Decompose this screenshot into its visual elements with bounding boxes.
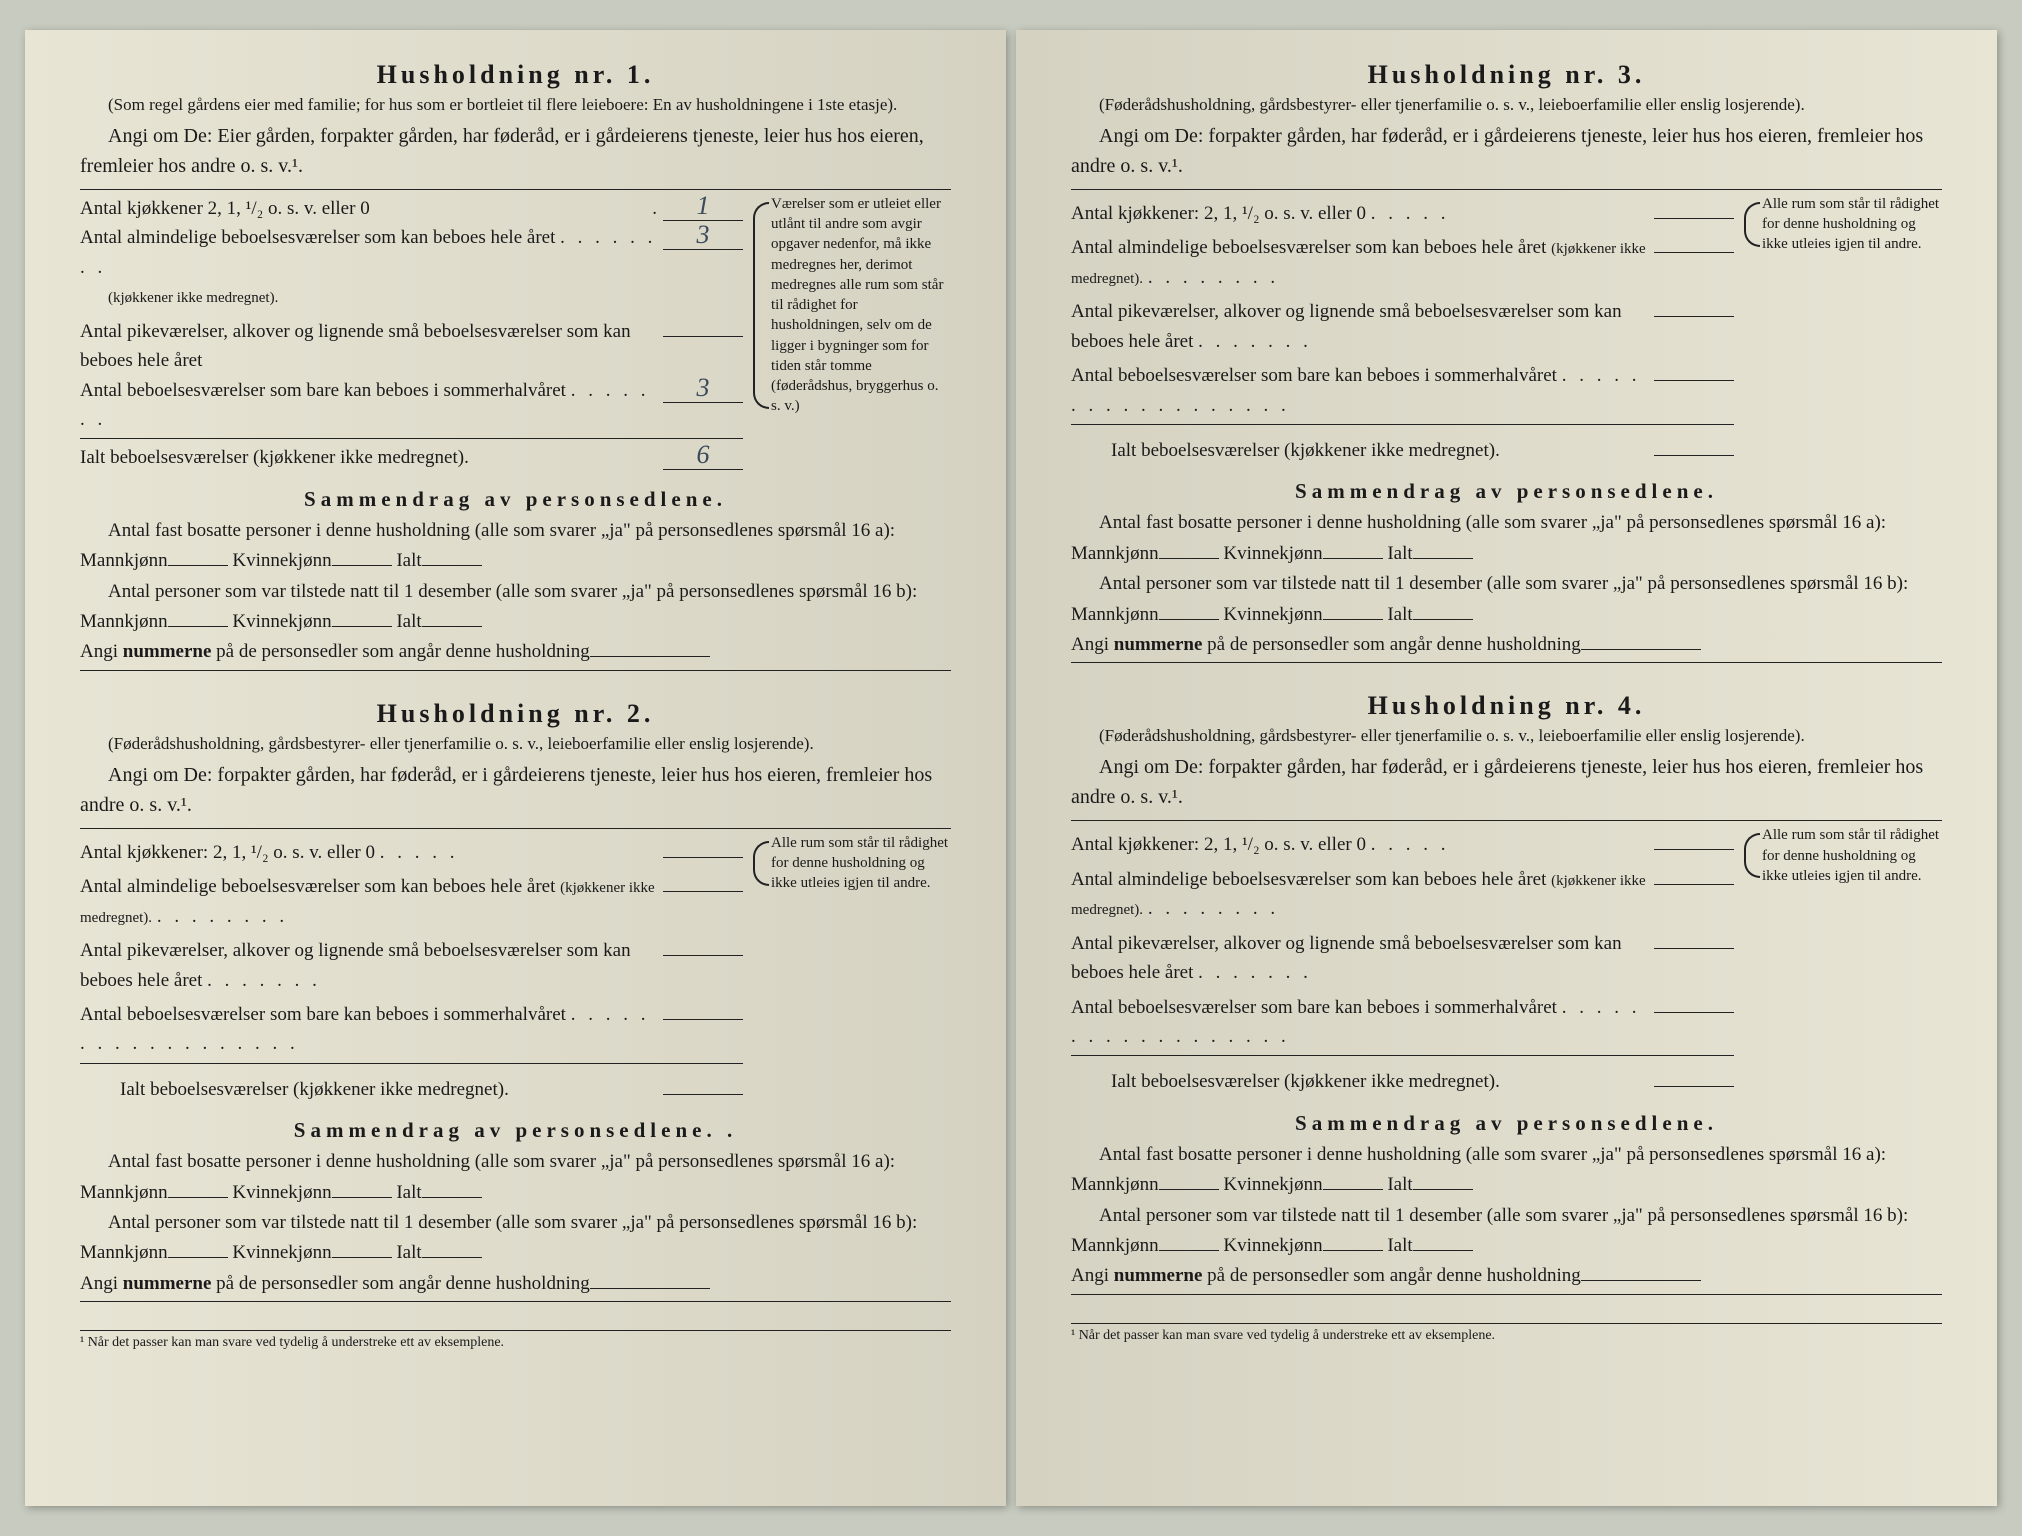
hh1-q1: Antal kjøkkener 2, 1, ¹/₂ o. s. v. eller… <box>80 194 652 223</box>
hh1-q3: Antal pikeværelser, alkover og lignende … <box>80 317 663 376</box>
household-1: Husholdning nr. 1. (Som regel gårdens ei… <box>80 60 951 671</box>
hh2-summary: Antal fast bosatte personer i denne hush… <box>80 1147 951 1302</box>
hh3-q5: Ialt beboelsesværelser (kjøkkener ikke m… <box>1111 436 1654 465</box>
hh3-title: Husholdning nr. 3. <box>1071 60 1942 90</box>
household-2: Husholdning nr. 2. (Føderådshusholdning,… <box>80 699 951 1302</box>
hh1-side-note: Værelser som er utleiet eller utlånt til… <box>753 194 951 417</box>
household-3: Husholdning nr. 3. (Føderådshusholdning,… <box>1071 60 1942 663</box>
hh1-title: Husholdning nr. 1. <box>80 60 951 90</box>
hh4-summary: Antal fast bosatte personer i denne hush… <box>1071 1140 1942 1295</box>
hh3-side-note: Alle rum som står til rådighet for denne… <box>1744 194 1942 255</box>
hh2-summary-title: Sammendrag av personsedlene. . <box>80 1118 951 1143</box>
hh4-angi-num: Angi nummerne på de personsedler som ang… <box>1071 1265 1581 1286</box>
hh2-q4: Antal beboelsesværelser som bare kan beb… <box>80 1000 663 1059</box>
hh4-title: Husholdning nr. 4. <box>1071 691 1942 721</box>
hh3-questions-block: Antal kjøkkener: 2, 1, ¹/₂ o. s. v. elle… <box>1071 194 1942 466</box>
hh1-q2-value: 3 <box>663 225 743 250</box>
hh2-q2: Antal almindelige beboelsesværelser som … <box>80 872 663 931</box>
left-page: Husholdning nr. 1. (Som regel gårdens ei… <box>25 30 1006 1506</box>
right-page: Husholdning nr. 3. (Føderådshusholdning,… <box>1016 30 1997 1506</box>
hh3-summary-title: Sammendrag av personsedlene. <box>1071 479 1942 504</box>
hh2-q5: Ialt beboelsesværelser (kjøkkener ikke m… <box>120 1075 663 1104</box>
hh4-q4: Antal beboelsesværelser som bare kan beb… <box>1071 993 1654 1052</box>
page-spread: Husholdning nr. 1. (Som regel gårdens ei… <box>0 0 2022 1536</box>
hh4-q3: Antal pikeværelser, alkover og lignende … <box>1071 929 1654 988</box>
hh4-note: (Føderådshusholdning, gårdsbestyrer- ell… <box>1071 725 1942 748</box>
hh4-q1: Antal kjøkkener: 2, 1, ¹/₂ o. s. v. elle… <box>1071 830 1654 859</box>
hh1-angi: Angi om De: Eier gården, forpakter gårde… <box>80 121 951 181</box>
hh3-q4: Antal beboelsesværelser som bare kan beb… <box>1071 361 1654 420</box>
hh1-summary-title: Sammendrag av personsedlene. <box>80 487 951 512</box>
hh2-note: (Føderådshusholdning, gårdsbestyrer- ell… <box>80 733 951 756</box>
hh1-q1-value: 1 <box>663 196 743 221</box>
hh4-questions-block: Antal kjøkkener: 2, 1, ¹/₂ o. s. v. elle… <box>1071 825 1942 1097</box>
hh2-q1: Antal kjøkkener: 2, 1, ¹/₂ o. s. v. elle… <box>80 838 663 867</box>
hh2-questions-block: Antal kjøkkener: 2, 1, ¹/₂ o. s. v. elle… <box>80 833 951 1105</box>
hh3-q2: Antal almindelige beboelsesværelser som … <box>1071 233 1654 292</box>
hh2-side-note: Alle rum som står til rådighet for denne… <box>753 833 951 894</box>
hh1-angi-num: Angi nummerne på de personsedler som ang… <box>80 641 590 662</box>
hh2-q3: Antal pikeværelser, alkover og lignende … <box>80 936 663 995</box>
hh3-angi-num: Angi nummerne på de personsedler som ang… <box>1071 634 1581 655</box>
hh1-q2: Antal almindelige beboelsesværelser som … <box>80 223 663 311</box>
hh3-angi: Angi om De: forpakter gården, har føderå… <box>1071 121 1942 181</box>
hh1-note: (Som regel gårdens eier med familie; for… <box>80 94 951 117</box>
hh1-q5: Ialt beboelsesværelser (kjøkkener ikke m… <box>80 443 663 472</box>
hh4-summary-title: Sammendrag av personsedlene. <box>1071 1111 1942 1136</box>
left-footnote: ¹ Når det passer kan man svare ved tydel… <box>80 1330 951 1351</box>
hh4-angi: Angi om De: forpakter gården, har føderå… <box>1071 752 1942 812</box>
hh1-q5-value: 6 <box>663 445 743 470</box>
hh1-q3-value <box>663 312 743 337</box>
hh3-q3: Antal pikeværelser, alkover og lignende … <box>1071 297 1654 356</box>
hh1-summary: Antal fast bosatte personer i denne hush… <box>80 516 951 671</box>
right-footnote: ¹ Når det passer kan man svare ved tydel… <box>1071 1323 1942 1344</box>
hh1-q4: Antal beboelsesværelser som bare kan beb… <box>80 376 663 435</box>
hh4-side-note: Alle rum som står til rådighet for denne… <box>1744 825 1942 886</box>
hh3-q1: Antal kjøkkener: 2, 1, ¹/₂ o. s. v. elle… <box>1071 199 1654 228</box>
hh3-note: (Føderådshusholdning, gårdsbestyrer- ell… <box>1071 94 1942 117</box>
hh2-angi: Angi om De: forpakter gården, har føderå… <box>80 760 951 820</box>
hh3-summary: Antal fast bosatte personer i denne hush… <box>1071 508 1942 663</box>
hh1-q4-value: 3 <box>663 378 743 403</box>
hh2-title: Husholdning nr. 2. <box>80 699 951 729</box>
hh1-questions-block: Antal kjøkkener 2, 1, ¹/₂ o. s. v. eller… <box>80 194 951 473</box>
hh4-q5: Ialt beboelsesværelser (kjøkkener ikke m… <box>1111 1067 1654 1096</box>
hh4-q2: Antal almindelige beboelsesværelser som … <box>1071 865 1654 924</box>
household-4: Husholdning nr. 4. (Føderådshusholdning,… <box>1071 691 1942 1294</box>
hh2-angi-num: Angi nummerne på de personsedler som ang… <box>80 1273 590 1294</box>
